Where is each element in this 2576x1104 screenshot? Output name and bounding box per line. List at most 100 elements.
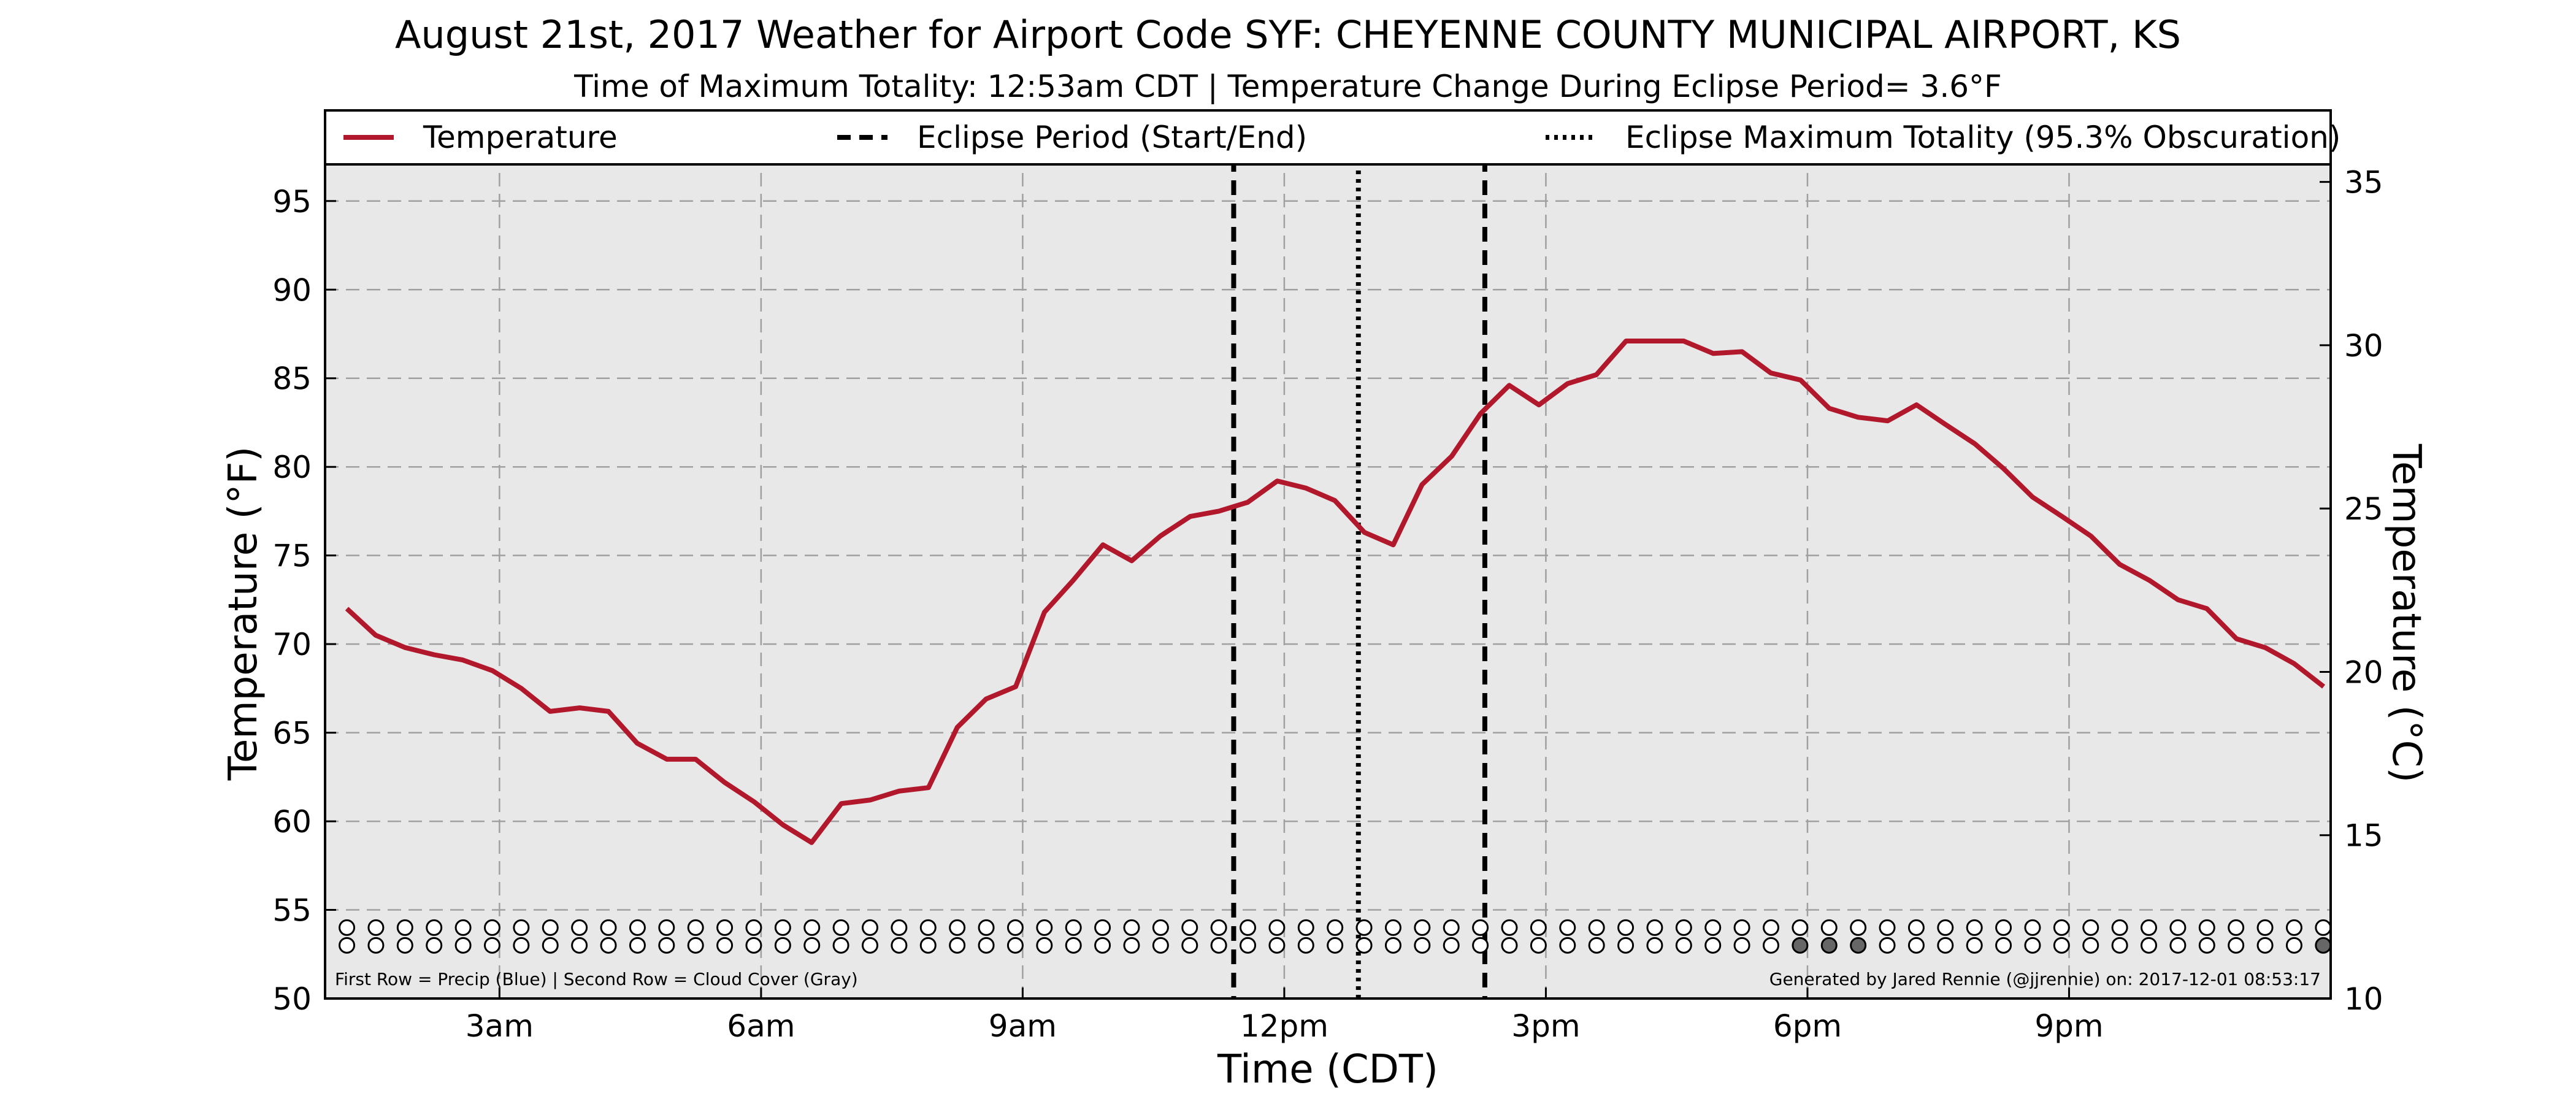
- precip-marker: [1152, 919, 1169, 936]
- cloud-marker: [1850, 937, 1867, 954]
- y-tick-label: 65: [272, 716, 312, 751]
- precip-marker: [426, 919, 443, 936]
- x-tick-label: 3am: [466, 1008, 534, 1044]
- cloud-marker: [658, 937, 675, 954]
- precip-marker: [483, 919, 500, 936]
- precip-marker: [1704, 919, 1722, 936]
- x-axis-label: Time (CDT): [1217, 1047, 1438, 1092]
- cloud-marker: [483, 937, 500, 954]
- precip-marker: [1995, 919, 2012, 936]
- precip-marker: [1617, 919, 1635, 936]
- precip-marker: [832, 919, 849, 936]
- precip-marker: [600, 919, 617, 936]
- cloud-marker: [949, 937, 966, 954]
- cloud-marker: [1907, 937, 1925, 954]
- precip-marker: [1501, 919, 1518, 936]
- precip-marker: [1675, 919, 1692, 936]
- y-right-tick-label: 20: [2344, 654, 2383, 690]
- precip-marker: [571, 919, 588, 936]
- cloud-marker: [1995, 937, 2012, 954]
- precip-marker: [1036, 919, 1053, 936]
- precip-marker: [1384, 919, 1401, 936]
- x-tick-label: 6am: [727, 1008, 795, 1044]
- precip-marker: [1559, 919, 1576, 936]
- x-axis-ticks: 3am 6am 9am 12pm 3pm 6pm 9pm: [466, 987, 2104, 1044]
- precip-marker: [2228, 919, 2245, 936]
- precip-marker: [1646, 919, 1663, 936]
- plot-area: [325, 110, 2331, 999]
- cloud-marker: [745, 937, 762, 954]
- y-right-tick-label: 10: [2344, 981, 2383, 1017]
- chart-title: August 21st, 2017 Weather for Airport Co…: [395, 12, 2181, 57]
- legend-label: Temperature: [423, 120, 618, 155]
- precip-marker: [1240, 919, 1257, 936]
- precip-marker: [2024, 919, 2041, 936]
- note-right: Generated by Jared Rennie (@jjrennie) on…: [1769, 969, 2321, 989]
- temperature-line: [345, 339, 2326, 845]
- precip-marker: [1588, 919, 1605, 936]
- cloud-marker: [2082, 937, 2099, 954]
- cloud-marker: [832, 937, 849, 954]
- cloud-marker: [1123, 937, 1140, 954]
- cloud-marker: [1327, 937, 1344, 954]
- y-right-tick-label: 25: [2344, 491, 2383, 527]
- cloud-marker: [803, 937, 821, 954]
- cloud-marker: [1006, 937, 1024, 954]
- precip-marker: [1123, 919, 1140, 936]
- precip-marker: [745, 919, 762, 936]
- precip-marker: [1850, 919, 1867, 936]
- cloud-marker: [919, 937, 937, 954]
- y-right-tick-label: 35: [2344, 165, 2383, 201]
- cloud-marker: [454, 937, 472, 954]
- cloud-marker: [2024, 937, 2041, 954]
- precip-marker: [629, 919, 646, 936]
- precip-marker: [1733, 919, 1750, 936]
- cloud-marker: [1181, 937, 1198, 954]
- y-axis-right-label: Temperature (°C): [2383, 443, 2429, 783]
- x-tick-label: 12pm: [1240, 1008, 1328, 1044]
- cloud-marker: [1384, 937, 1401, 954]
- y-tick-label: 95: [272, 184, 312, 220]
- y-tick-label: 90: [272, 272, 312, 308]
- precip-marker: [978, 919, 995, 936]
- cloud-marker: [339, 937, 356, 954]
- cloud-marker: [1240, 937, 1257, 954]
- cloud-marker: [978, 937, 995, 954]
- precip-marker: [1792, 919, 1809, 936]
- precip-marker: [1268, 919, 1286, 936]
- y-axis-label: Temperature (°F): [221, 447, 266, 781]
- x-tick-label: 3pm: [1511, 1008, 1580, 1044]
- cloud-marker: [1472, 937, 1489, 954]
- cloud-marker: [1617, 937, 1635, 954]
- precip-marker: [1006, 919, 1024, 936]
- cloud-marker: [1036, 937, 1053, 954]
- cloud-marker: [600, 937, 617, 954]
- cloud-marker: [1762, 937, 1779, 954]
- cloud-marker: [426, 937, 443, 954]
- cloud-marker: [1733, 937, 1750, 954]
- cloud-marker: [1966, 937, 1983, 954]
- cloud-marker: [1210, 937, 1227, 954]
- cloud-marker: [629, 937, 646, 954]
- cloud-marker: [513, 937, 530, 954]
- y-right-tick-label: 30: [2344, 328, 2383, 364]
- y-tick-label: 85: [272, 361, 312, 397]
- precip-marker: [339, 919, 356, 936]
- cloud-marker: [862, 937, 879, 954]
- precip-marker: [1065, 919, 1082, 936]
- precip-marker: [2198, 919, 2215, 936]
- legend-label: Eclipse Period (Start/End): [917, 120, 1307, 155]
- cloud-marker: [1792, 937, 1809, 954]
- y-right-tick-label: 15: [2344, 818, 2383, 854]
- cloud-marker: [1297, 937, 1314, 954]
- precip-marker: [1966, 919, 1983, 936]
- precip-marker: [1181, 919, 1198, 936]
- cloud-marker: [1588, 937, 1605, 954]
- cloud-marker: [1646, 937, 1663, 954]
- precip-marker: [2082, 919, 2099, 936]
- cloud-marker: [1094, 937, 1111, 954]
- precip-marker: [1414, 919, 1431, 936]
- cloud-marker: [1443, 937, 1460, 954]
- legend: Temperature Eclipse Period (Start/End) Ecl…: [324, 109, 2340, 166]
